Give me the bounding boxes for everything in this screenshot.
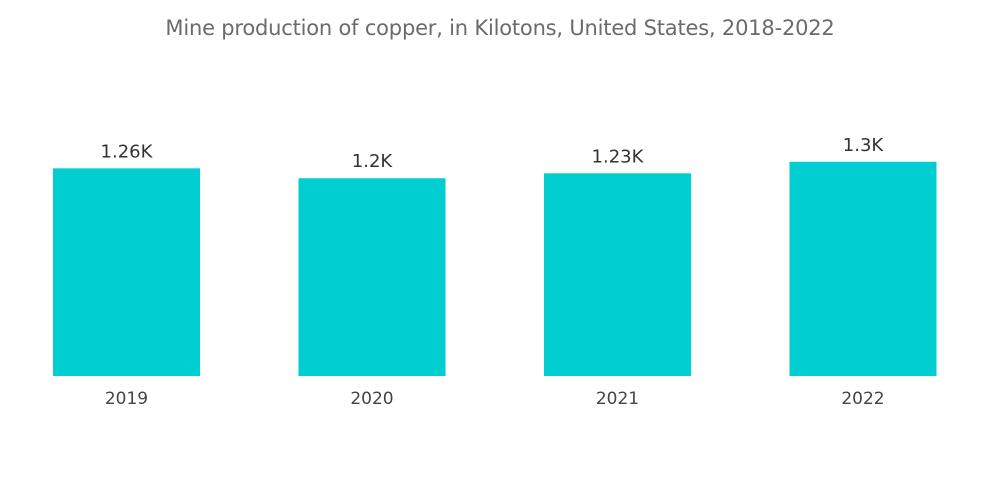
x-axis-ticks-group: 2019 2020 2021 2022 bbox=[105, 389, 885, 409]
data-label-2020: 1.2K bbox=[352, 151, 394, 172]
data-labels-group: 1.26K 1.2K 1.23K 1.3K bbox=[101, 135, 885, 172]
data-label-2019: 1.26K bbox=[101, 141, 154, 162]
x-tick-label-2020: 2020 bbox=[350, 389, 393, 409]
chart-title: Mine production of copper, in Kilotons, … bbox=[165, 16, 835, 40]
data-label-2021: 1.23K bbox=[592, 146, 645, 167]
bar-2020 bbox=[298, 178, 446, 376]
bar-2021 bbox=[544, 173, 691, 376]
x-tick-label-2019: 2019 bbox=[105, 389, 148, 409]
x-tick-label-2022: 2022 bbox=[841, 389, 884, 409]
bar-2022 bbox=[789, 161, 937, 376]
x-tick-label-2021: 2021 bbox=[596, 389, 639, 409]
bars-group bbox=[53, 161, 937, 376]
data-label-2022: 1.3K bbox=[843, 135, 885, 156]
bar-2019 bbox=[53, 168, 200, 376]
